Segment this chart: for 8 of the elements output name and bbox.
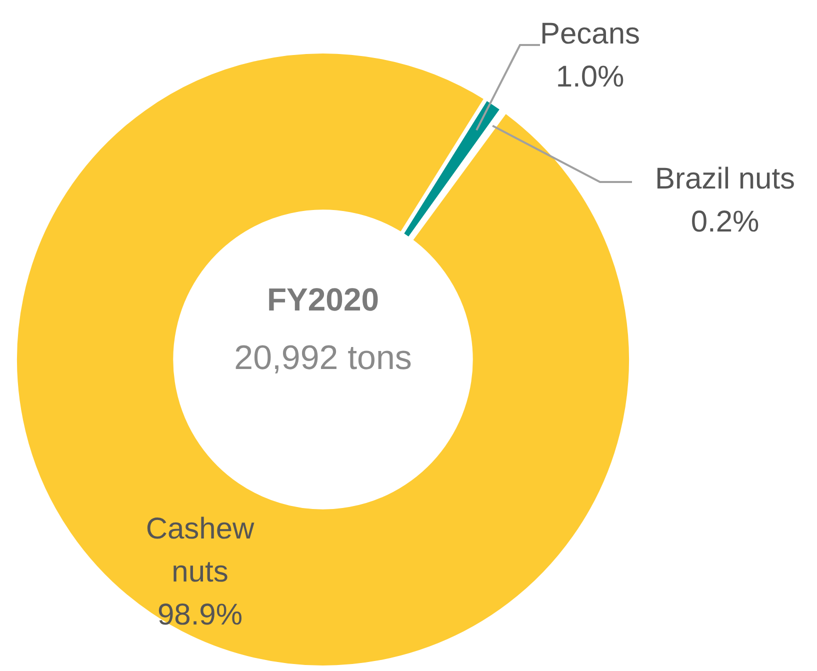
text: FY2020: [266, 281, 380, 318]
data-label: 98.9%: [157, 598, 243, 632]
data-label: 1.0%: [556, 60, 624, 94]
text: 20,992 tons: [234, 338, 412, 377]
slice-label: Pecans: [540, 17, 640, 50]
slice-label: Cashew nuts: [146, 512, 255, 588]
data-label: 0.2%: [690, 205, 760, 238]
slice-label: Brazil nuts: [654, 162, 796, 196]
